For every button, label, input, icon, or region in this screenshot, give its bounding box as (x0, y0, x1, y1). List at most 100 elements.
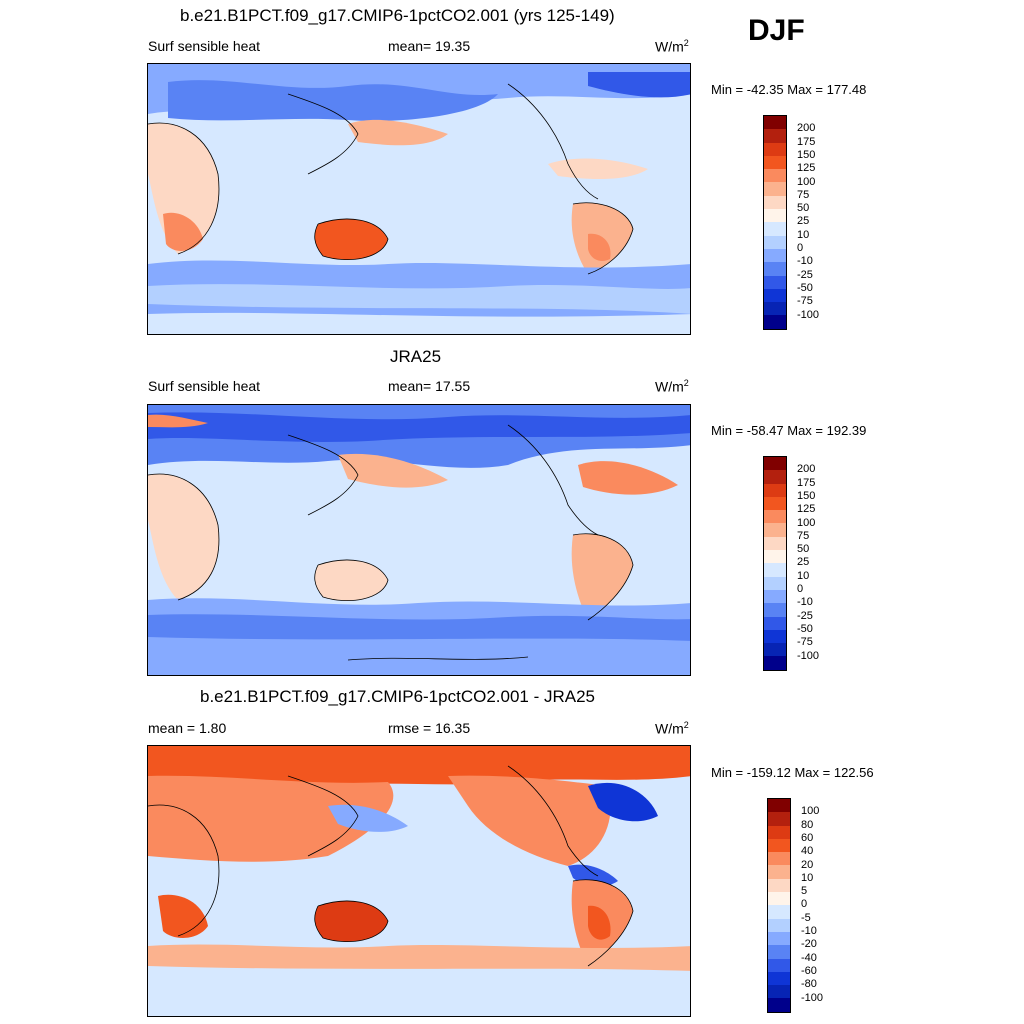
colorbar-tick-label: -50 (797, 281, 813, 294)
colorbar-tick-label: 100 (801, 805, 820, 818)
colorbar-swatch (764, 248, 786, 263)
colorbar-tick-label: 150 (797, 148, 816, 161)
colorbar-swatch (764, 235, 786, 249)
colorbar-tick-label: 50 (797, 202, 810, 215)
colorbar-tick-label: 100 (797, 516, 816, 529)
colorbar-tick-label: 100 (797, 175, 816, 188)
colorbar-tick-label: 200 (797, 463, 816, 476)
colorbar-tick-label: 125 (797, 503, 816, 516)
colorbar-swatch (764, 510, 786, 524)
colorbar-swatch (764, 288, 786, 303)
colorbar-swatch (764, 563, 786, 577)
colorbar-swatch (764, 576, 786, 590)
colorbar-tick-label: 0 (797, 242, 804, 254)
colorbar-swatch (764, 616, 786, 630)
colorbar-tick-label: -100 (797, 308, 820, 321)
colorbar-swatch (764, 116, 786, 130)
colorbar-tick-label: 25 (797, 556, 810, 569)
colorbar-swatch (764, 656, 786, 670)
colorbar-tick-label: 0 (801, 898, 808, 911)
colorbar-swatch (768, 985, 790, 999)
colorbar-tick-label: -10 (801, 925, 817, 937)
colorbar-swatch (764, 182, 786, 196)
colorbar: 200 175 150 125 100 75 50 25 10 0 -10 -25 -50 -75 -100 (763, 115, 819, 330)
panel-title: b.e21.B1PCT.f09_g17.CMIP6-1pctCO2.001 - … (200, 687, 595, 706)
colorbar-swatch (768, 799, 790, 813)
mean-label: mean= 17.55 (388, 378, 471, 394)
colorbar-tick-label: -100 (801, 991, 824, 1004)
colorbar-swatch (768, 971, 790, 986)
colorbar-swatch (768, 838, 790, 853)
colorbar-tick-label: -5 (801, 911, 811, 924)
colorbar-swatch (764, 457, 786, 471)
panel-title: JRA25 (390, 347, 442, 366)
colorbar-swatch (764, 589, 786, 604)
colorbar-swatch (764, 536, 786, 551)
colorbar-tick-label: -25 (797, 609, 813, 622)
colorbar-swatch (768, 812, 790, 826)
diff-mean-label: mean = 1.80 (148, 720, 227, 736)
colorbar-swatch (768, 931, 790, 946)
minmax-label: Min = -159.12 Max = 122.56 (711, 765, 874, 780)
panel-title: b.e21.B1PCT.f09_g17.CMIP6-1pctCO2.001 (y… (180, 6, 615, 25)
colorbar-tick-label: 175 (797, 476, 816, 489)
colorbar-tick-label: 5 (801, 885, 808, 898)
colorbar-swatches (767, 798, 791, 1013)
colorbar-swatch (764, 315, 786, 329)
colorbar-tick-label: 0 (797, 583, 804, 595)
colorbar-swatch (764, 523, 786, 537)
colorbar-swatch (768, 905, 790, 919)
colorbar-swatch (768, 958, 790, 972)
colorbar-tick-label: -100 (797, 649, 820, 662)
map-diff (147, 745, 691, 1017)
minmax-label: Min = -42.35 Max = 177.48 (711, 82, 867, 97)
colorbar-swatch (768, 945, 790, 959)
colorbar-tick-label: 10 (797, 569, 810, 582)
colorbar-swatch (768, 998, 790, 1012)
colorbar-tick-label: 20 (801, 858, 814, 871)
variable-label: Surf sensible heat (148, 38, 261, 54)
colorbar-swatch (764, 496, 786, 511)
colorbar-swatch (764, 483, 786, 497)
colorbar-tick-label: -25 (797, 268, 813, 281)
colorbar-tick-label: 60 (801, 831, 814, 844)
colorbar-tick-label: 10 (797, 228, 810, 241)
colorbar-tick-label: -10 (797, 596, 813, 609)
colorbar-swatch (764, 470, 786, 484)
colorbar-swatch (764, 643, 786, 657)
colorbar-tick-label: 125 (797, 162, 816, 175)
colorbar-swatch (764, 155, 786, 170)
colorbar-tick-label: 10 (801, 871, 814, 884)
units-label: W/m2 (655, 720, 689, 737)
mean-label: mean= 19.35 (388, 38, 471, 54)
colorbar: 100 80 60 40 20 10 5 0 -5 -10 -20 -40 -60 -80 -100 (767, 798, 823, 1013)
colorbar-swatch (764, 302, 786, 316)
colorbar-swatch (764, 209, 786, 223)
colorbar-swatch (768, 892, 790, 906)
units-label: W/m2 (655, 378, 689, 395)
colorbar-swatch (764, 222, 786, 236)
colorbar-swatch (764, 169, 786, 183)
season-label: DJF (748, 14, 805, 47)
variable-label: Surf sensible heat (148, 378, 261, 394)
units-label: W/m2 (655, 38, 689, 55)
colorbar-swatch (768, 918, 790, 932)
colorbar-swatch (764, 603, 786, 617)
colorbar-swatch (764, 262, 786, 276)
colorbar-tick-label: -60 (801, 964, 817, 977)
colorbar-swatch (768, 825, 790, 839)
colorbar-tick-label: -20 (801, 938, 817, 951)
colorbar: 200 175 150 125 100 75 50 25 10 0 -10 -25 -50 -75 -100 (763, 456, 819, 671)
colorbar-swatch (764, 275, 786, 289)
colorbar-tick-label: -50 (797, 622, 813, 635)
colorbar-swatch (764, 129, 786, 143)
colorbar-tick-label: -75 (797, 295, 813, 308)
colorbar-tick-label: -75 (797, 636, 813, 649)
colorbar-swatch (764, 142, 786, 156)
colorbar-swatch (764, 550, 786, 564)
colorbar-tick-label: 75 (797, 188, 810, 201)
colorbar-tick-label: -80 (801, 978, 817, 991)
colorbar-tick-label: 25 (797, 215, 810, 228)
colorbar-swatch (764, 629, 786, 644)
colorbar-tick-label: 75 (797, 529, 810, 542)
